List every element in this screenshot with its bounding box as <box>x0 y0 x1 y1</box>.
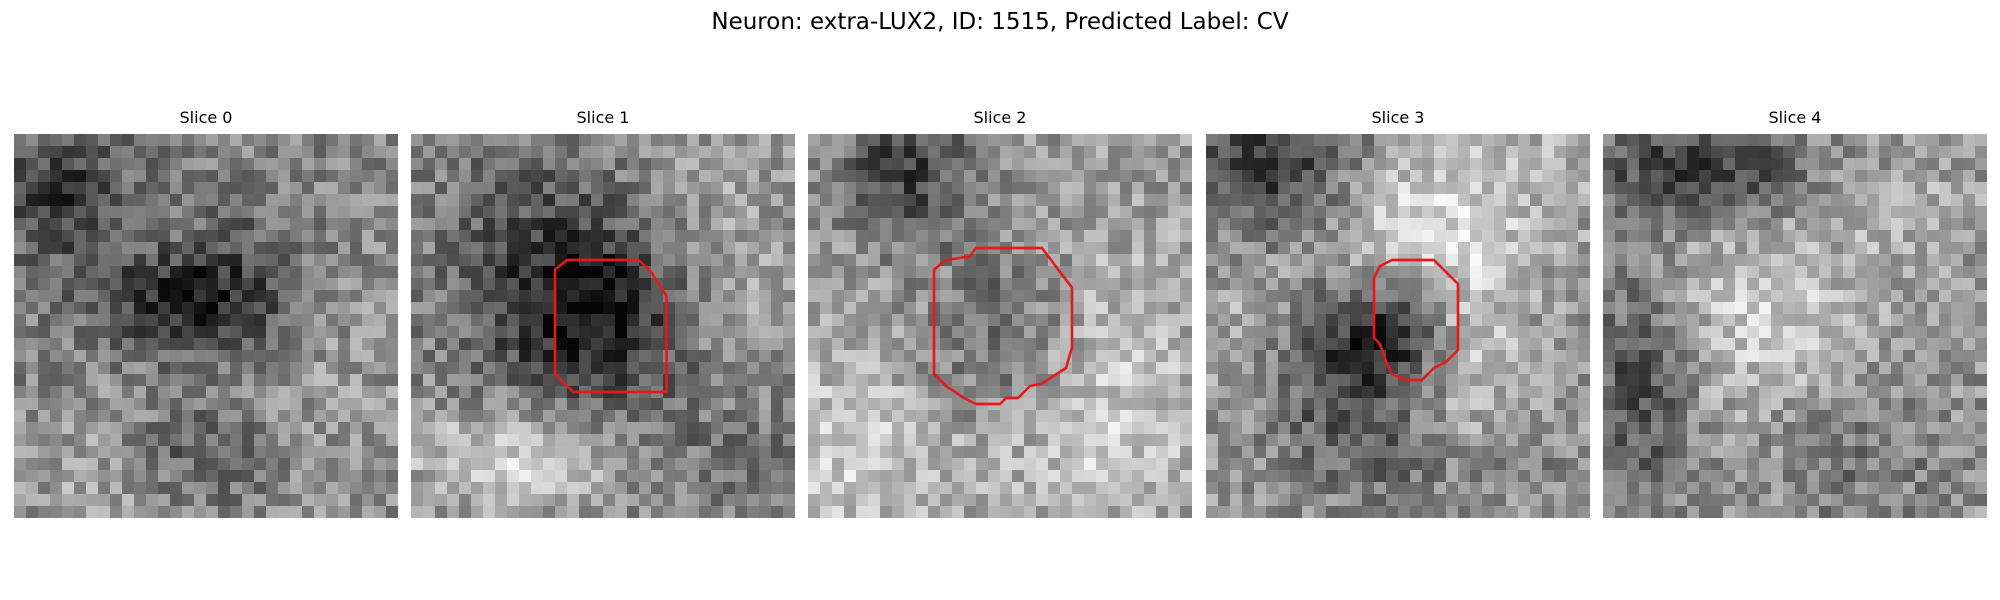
slice-image <box>1206 134 1590 518</box>
slice-panel-3: Slice 3 <box>1206 108 1590 518</box>
slice-image <box>14 134 398 518</box>
slice-image <box>808 134 1192 518</box>
slice-image <box>411 134 795 518</box>
slice-title: Slice 4 <box>1768 108 1822 127</box>
segmentation-contour <box>932 246 1074 406</box>
slice-image <box>1603 134 1987 518</box>
slice-panel-2: Slice 2 <box>808 108 1192 518</box>
segmentation-contour <box>1372 258 1460 382</box>
slice-panel-4: Slice 4 <box>1603 108 1987 518</box>
slice-title: Slice 2 <box>973 108 1027 127</box>
slice-panel-0: Slice 0 <box>14 108 398 518</box>
figure-title: Neuron: extra-LUX2, ID: 1515, Predicted … <box>711 9 1289 35</box>
segmentation-contour <box>553 258 668 394</box>
slice-title: Slice 3 <box>1371 108 1425 127</box>
slice-panel-1: Slice 1 <box>411 108 795 518</box>
slice-title: Slice 0 <box>179 108 233 127</box>
slice-title: Slice 1 <box>576 108 630 127</box>
